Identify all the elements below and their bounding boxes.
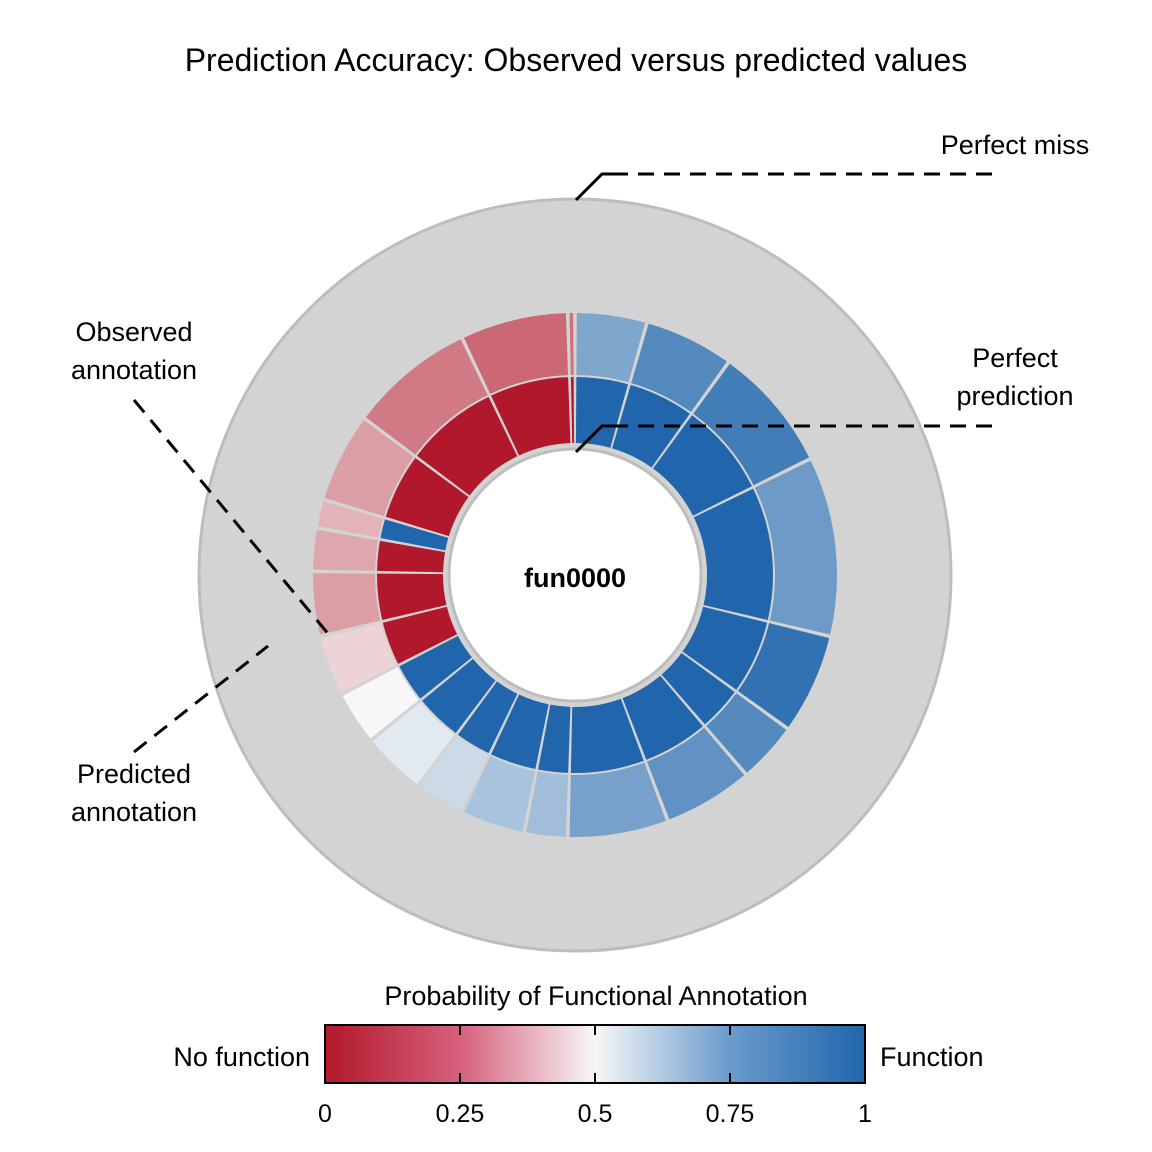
predicted-segment	[631, 323, 727, 413]
predicted-segment	[706, 693, 787, 773]
colorbar-title: Probability of Functional Annotation	[384, 981, 807, 1011]
predicted-segment	[463, 313, 569, 394]
predicted-segment	[754, 460, 837, 635]
observed-segment	[653, 415, 752, 516]
observed-segment	[491, 377, 571, 456]
predicted-segment	[372, 702, 455, 785]
observed-segment	[377, 540, 445, 573]
observed-annotation-label-line2: annotation	[71, 355, 197, 385]
observed-annotation-label-line1: Observed	[75, 317, 192, 347]
predicted-annotation-leader	[133, 644, 269, 754]
colorbar-tick-label: 0.5	[578, 1100, 613, 1128]
observed-segment	[491, 694, 549, 769]
predicted-segment	[569, 313, 574, 376]
colorbar-tick-label: 0.75	[706, 1100, 755, 1128]
predicted-segment	[324, 420, 414, 517]
observed-segment	[622, 675, 703, 760]
predicted-segment	[463, 756, 535, 832]
predicted-segment	[342, 667, 419, 739]
perfect-miss-label: Perfect miss	[941, 130, 1090, 160]
observed-segment	[538, 704, 571, 773]
predicted-segment	[693, 363, 810, 486]
perfect-miss-leader-corner	[574, 172, 612, 202]
predicted-segment	[737, 623, 830, 727]
predicted-segment	[320, 623, 397, 693]
colorbar-left-label: No function	[173, 1042, 310, 1072]
predicted-segment	[576, 313, 646, 383]
observed-segment	[380, 519, 449, 551]
observed-segment	[416, 396, 518, 496]
predicted-segment	[647, 727, 745, 820]
perfect-prediction-leader-corner	[574, 424, 612, 454]
observed-segment	[385, 457, 469, 537]
colorbar-tick-label: 0	[318, 1100, 332, 1128]
observed-segment	[570, 698, 644, 774]
predicted-segment	[365, 339, 488, 455]
colorbar-ticks: 0 0.25 0.5 0.75 1	[318, 1025, 872, 1128]
chart-title: Prediction Accuracy: Observed versus pre…	[185, 42, 968, 78]
observed-segment	[682, 606, 768, 690]
observed-segment	[661, 653, 735, 725]
observed-segment	[399, 635, 472, 699]
predicted-annotation-label-line2: annotation	[71, 797, 197, 827]
predicted-segment	[313, 573, 381, 635]
observed-segment	[575, 377, 629, 448]
sunburst-rings	[313, 313, 837, 837]
colorbar-right-label: Function	[880, 1042, 984, 1072]
center-label: fun0000	[524, 563, 626, 593]
observed-segment	[382, 606, 458, 664]
center-hole	[447, 447, 703, 703]
predicted-segment	[313, 529, 379, 571]
predicted-segment	[526, 771, 569, 837]
predicted-segment	[317, 501, 384, 538]
observed-segment	[422, 658, 496, 734]
observed-segment	[457, 681, 518, 754]
observed-segment	[693, 488, 774, 621]
colorbar-tick-label: 0.25	[436, 1100, 485, 1128]
predicted-segment	[569, 762, 666, 837]
colorbar-tick-label: 1	[858, 1100, 872, 1128]
observed-segment	[570, 377, 575, 444]
predicted-annotation-label-line1: Predicted	[77, 759, 191, 789]
perfect-prediction-label-line2: prediction	[956, 381, 1073, 411]
perfect-prediction-label-line1: Perfect	[972, 343, 1058, 373]
observed-segment	[376, 573, 447, 621]
predicted-segment	[420, 736, 488, 811]
